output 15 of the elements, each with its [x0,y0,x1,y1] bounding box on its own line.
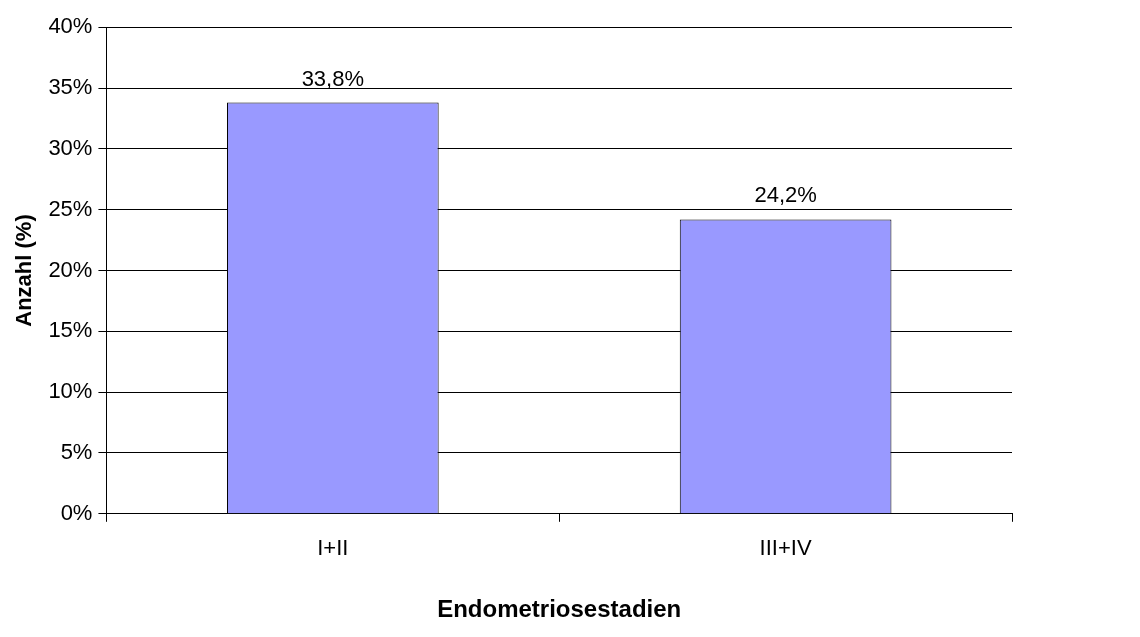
x-axis-title: Endometriosestadien [437,595,682,623]
y-tick-label: 25% [48,195,93,221]
x-tick-label: I+II [317,535,349,561]
y-tick-label: 30% [48,134,93,160]
y-tick-label: 15% [48,317,93,343]
data-label: 33,8% [301,65,365,91]
y-axis-title: Anzahl (%) [11,214,37,327]
y-tick-label: 40% [48,13,93,39]
y-tick-label: 5% [60,439,93,465]
y-tick-label: 35% [48,74,93,100]
y-tick-label: 10% [48,378,93,404]
y-tick-label: 0% [60,499,93,525]
x-tick-label: III+IV [759,535,812,561]
data-label: 24,2% [754,182,817,208]
y-tick-label: 20% [48,256,93,282]
